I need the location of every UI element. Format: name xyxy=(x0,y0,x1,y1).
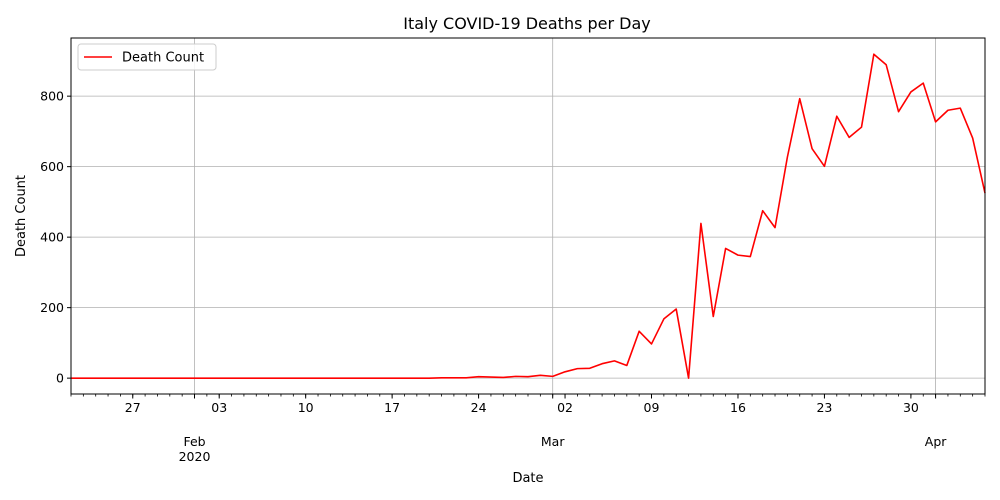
legend-label: Death Count xyxy=(122,51,204,66)
x-tick-label: 02 xyxy=(557,400,573,415)
y-axis-label: Death Count xyxy=(14,175,29,257)
grid xyxy=(71,38,985,394)
x-axis-label: Date xyxy=(512,471,543,486)
y-tick-label: 0 xyxy=(56,371,64,386)
y-tick-label: 800 xyxy=(40,89,64,104)
y-tick-label: 400 xyxy=(40,230,64,245)
x-month-label: Feb xyxy=(183,434,205,449)
y-tick-label: 600 xyxy=(40,159,64,174)
y-axis: 0 200 400 600 800 xyxy=(40,89,71,386)
series-line xyxy=(71,53,986,379)
x-month-label: Mar xyxy=(541,434,565,449)
legend-box xyxy=(77,43,217,71)
x-tick-label: 09 xyxy=(644,400,660,415)
x-tick-label: 17 xyxy=(384,400,400,415)
x-tick-label: 27 xyxy=(125,400,141,415)
x-tick-label: 24 xyxy=(471,400,487,415)
y-tick-label: 200 xyxy=(40,300,64,315)
x-tick-label: 10 xyxy=(298,400,314,415)
x-tick-label: 16 xyxy=(730,400,746,415)
series-layer xyxy=(71,53,986,379)
x-month-label: Apr xyxy=(925,434,947,449)
x-tick-label: 23 xyxy=(816,400,832,415)
x-tick-label: 30 xyxy=(903,400,919,415)
legend: Death Count xyxy=(77,43,217,71)
x-year-label: 2020 xyxy=(179,449,211,464)
chart-title: Italy COVID-19 Deaths per Day xyxy=(403,14,651,33)
x-tick-label: 03 xyxy=(211,400,227,415)
